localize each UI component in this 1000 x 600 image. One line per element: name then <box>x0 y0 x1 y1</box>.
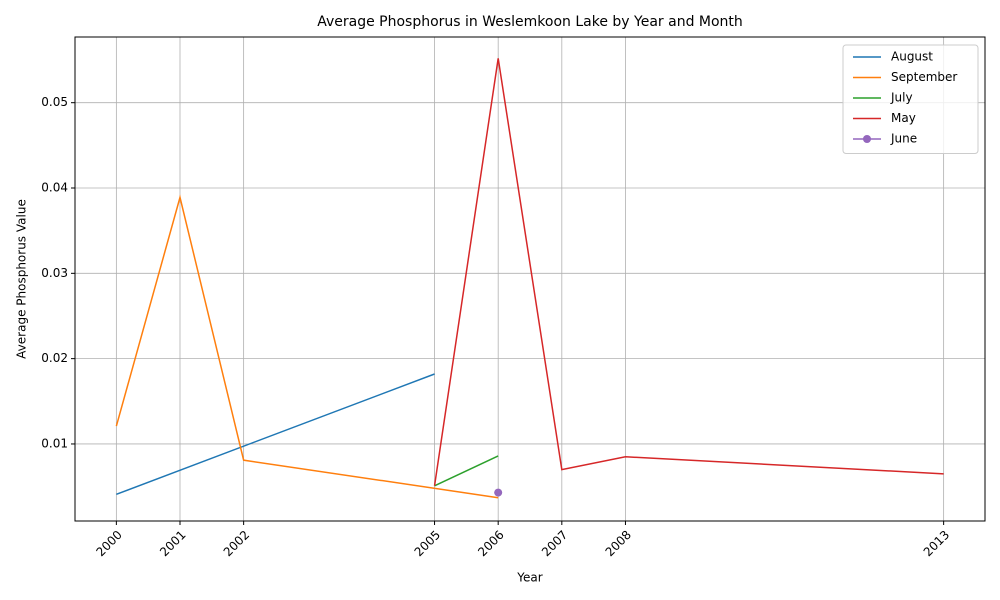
series-line <box>115 194 499 499</box>
x-tick-label: 2002 <box>221 528 252 559</box>
series-line <box>434 455 499 487</box>
y-axis-label: Average Phosphorus Value <box>15 199 29 359</box>
legend-label: May <box>891 111 916 125</box>
chart-title: Average Phosphorus in Weslemkoon Lake by… <box>317 14 743 30</box>
y-tick-label: 0.01 <box>41 436 68 450</box>
legend-marker <box>863 135 871 143</box>
x-tick-label: 2005 <box>412 528 443 559</box>
series-line <box>433 58 944 486</box>
x-tick-label: 2007 <box>539 528 570 559</box>
series-line <box>116 373 435 495</box>
x-tick-label: 2000 <box>93 528 124 559</box>
y-tick-label: 0.05 <box>41 95 68 109</box>
x-tick-label: 2013 <box>921 528 952 559</box>
legend-label: August <box>891 50 933 64</box>
y-tick-label: 0.03 <box>41 266 68 280</box>
legend-label: September <box>891 70 957 84</box>
x-axis-label: Year <box>516 571 542 585</box>
x-tick-label: 2006 <box>475 528 506 559</box>
legend-label: June <box>890 132 917 146</box>
plot-frame <box>74 36 986 522</box>
x-tick-label: 2008 <box>603 528 634 559</box>
legend-box <box>842 44 979 154</box>
legend-label: July <box>890 91 913 105</box>
y-tick-label: 0.04 <box>41 181 68 195</box>
x-tick-label: 2001 <box>157 528 188 559</box>
y-tick-label: 0.02 <box>41 351 68 365</box>
series-marker <box>494 488 503 497</box>
